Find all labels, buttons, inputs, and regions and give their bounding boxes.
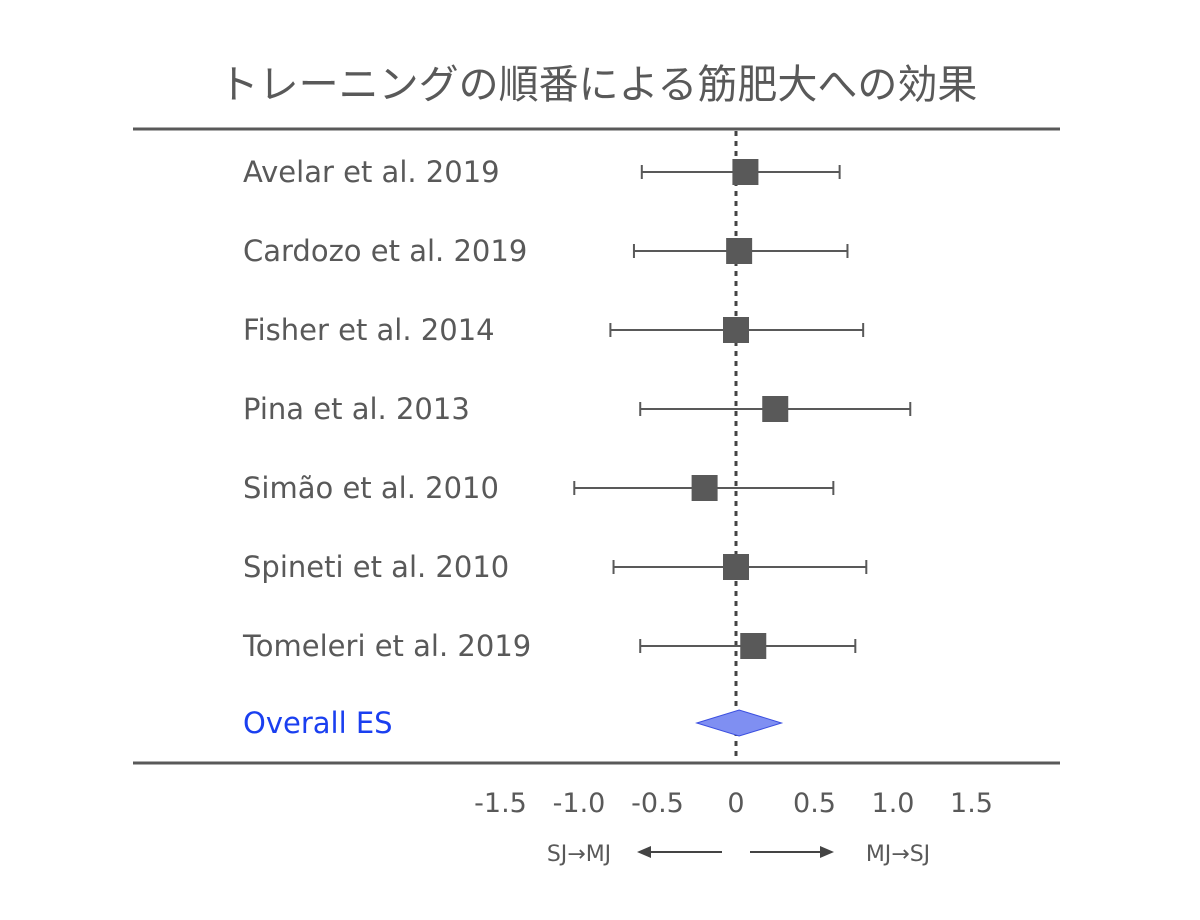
x-tick-label: -0.5 bbox=[631, 788, 684, 819]
study-label: Spineti et al. 2010 bbox=[243, 550, 509, 584]
overall-row: Overall ES bbox=[243, 706, 784, 740]
effect-size-marker bbox=[726, 238, 753, 264]
x-axis: -1.5 -1.0 -0.5 0 0.5 1.0 1.5 bbox=[474, 788, 993, 819]
direction-right-label: MJ→SJ bbox=[866, 842, 930, 867]
study-label: Pina et al. 2013 bbox=[243, 392, 470, 426]
effect-size-marker bbox=[691, 475, 718, 501]
chart-title: トレーニングの順番による筋肥大への効果 bbox=[219, 62, 978, 108]
direction-legend: SJ→MJ MJ→SJ bbox=[547, 842, 930, 867]
study-row: Fisher et al. 2014 bbox=[243, 313, 865, 347]
effect-size-marker bbox=[740, 633, 767, 659]
effect-size-marker bbox=[762, 396, 789, 422]
x-tick-label: 1.5 bbox=[950, 788, 993, 819]
x-tick-label: 0 bbox=[727, 788, 744, 819]
study-row: Pina et al. 2013 bbox=[243, 392, 912, 426]
study-row: Spineti et al. 2010 bbox=[243, 550, 868, 584]
study-label: Cardozo et al. 2019 bbox=[243, 234, 527, 268]
study-row: Cardozo et al. 2019 bbox=[243, 234, 849, 268]
study-label: Simão et al. 2010 bbox=[243, 471, 499, 505]
effect-size-marker bbox=[723, 554, 749, 580]
arrow-left-head bbox=[637, 846, 651, 858]
effect-size-marker bbox=[732, 159, 759, 185]
overall-diamond bbox=[695, 709, 784, 737]
direction-left-label: SJ→MJ bbox=[547, 842, 611, 867]
overall-label: Overall ES bbox=[243, 706, 393, 740]
study-row: Avelar et al. 2019 bbox=[243, 155, 841, 189]
arrow-right-head bbox=[820, 846, 834, 858]
study-label: Fisher et al. 2014 bbox=[243, 313, 495, 347]
x-tick-label: 0.5 bbox=[793, 788, 836, 819]
study-rows: Avelar et al. 2019 Cardozo et al. 2019 Fis… bbox=[242, 155, 912, 663]
x-tick-label: -1.0 bbox=[553, 788, 606, 819]
x-tick-label: -1.5 bbox=[474, 788, 527, 819]
study-label: Tomeleri et al. 2019 bbox=[242, 629, 531, 663]
effect-size-marker bbox=[723, 317, 749, 343]
study-row: Simão et al. 2010 bbox=[243, 471, 835, 505]
study-label: Avelar et al. 2019 bbox=[243, 155, 500, 189]
x-tick-label: 1.0 bbox=[872, 788, 915, 819]
study-row: Tomeleri et al. 2019 bbox=[242, 629, 857, 663]
